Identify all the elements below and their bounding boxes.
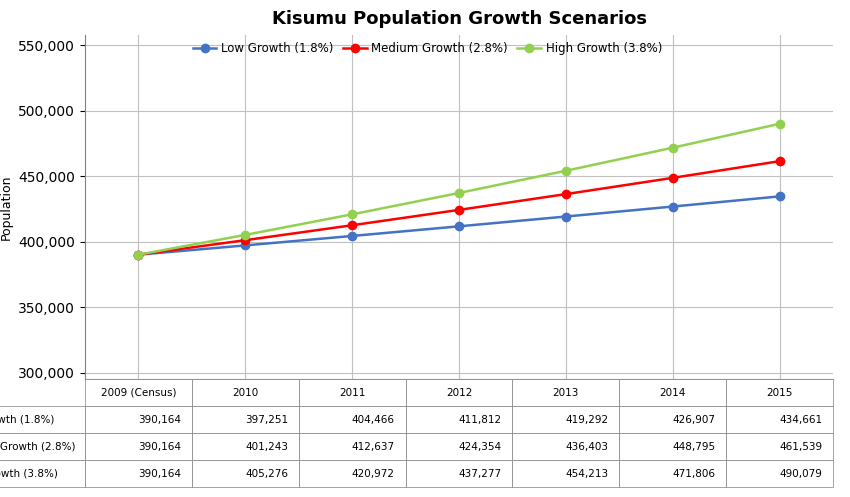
- Medium Growth (2.8%): [667, 175, 677, 181]
- High Growth (3.8%): [241, 232, 251, 238]
- Low Growth (1.8%): [454, 223, 464, 229]
- Low Growth (1.8%): [667, 204, 677, 210]
- Medium Growth (2.8%): [133, 251, 144, 257]
- High Growth (3.8%): [133, 251, 144, 257]
- Medium Growth (2.8%): [241, 237, 251, 243]
- Low Growth (1.8%): [774, 193, 785, 199]
- Low Growth (1.8%): [561, 214, 571, 220]
- Line: Medium Growth (2.8%): Medium Growth (2.8%): [134, 157, 784, 259]
- Line: Low Growth (1.8%): Low Growth (1.8%): [134, 192, 784, 259]
- Medium Growth (2.8%): [347, 222, 357, 228]
- High Growth (3.8%): [454, 190, 464, 196]
- High Growth (3.8%): [561, 168, 571, 174]
- Medium Growth (2.8%): [561, 191, 571, 197]
- Title: Kisumu Population Growth Scenarios: Kisumu Population Growth Scenarios: [271, 9, 647, 28]
- Low Growth (1.8%): [347, 233, 357, 239]
- High Growth (3.8%): [347, 211, 357, 217]
- Y-axis label: Population: Population: [0, 174, 13, 240]
- Medium Growth (2.8%): [454, 207, 464, 213]
- Medium Growth (2.8%): [774, 158, 785, 164]
- Low Growth (1.8%): [241, 243, 251, 248]
- High Growth (3.8%): [774, 121, 785, 127]
- Low Growth (1.8%): [133, 251, 144, 257]
- Line: High Growth (3.8%): High Growth (3.8%): [134, 120, 784, 259]
- Legend: Low Growth (1.8%), Medium Growth (2.8%), High Growth (3.8%): Low Growth (1.8%), Medium Growth (2.8%),…: [188, 37, 667, 60]
- High Growth (3.8%): [667, 145, 677, 151]
